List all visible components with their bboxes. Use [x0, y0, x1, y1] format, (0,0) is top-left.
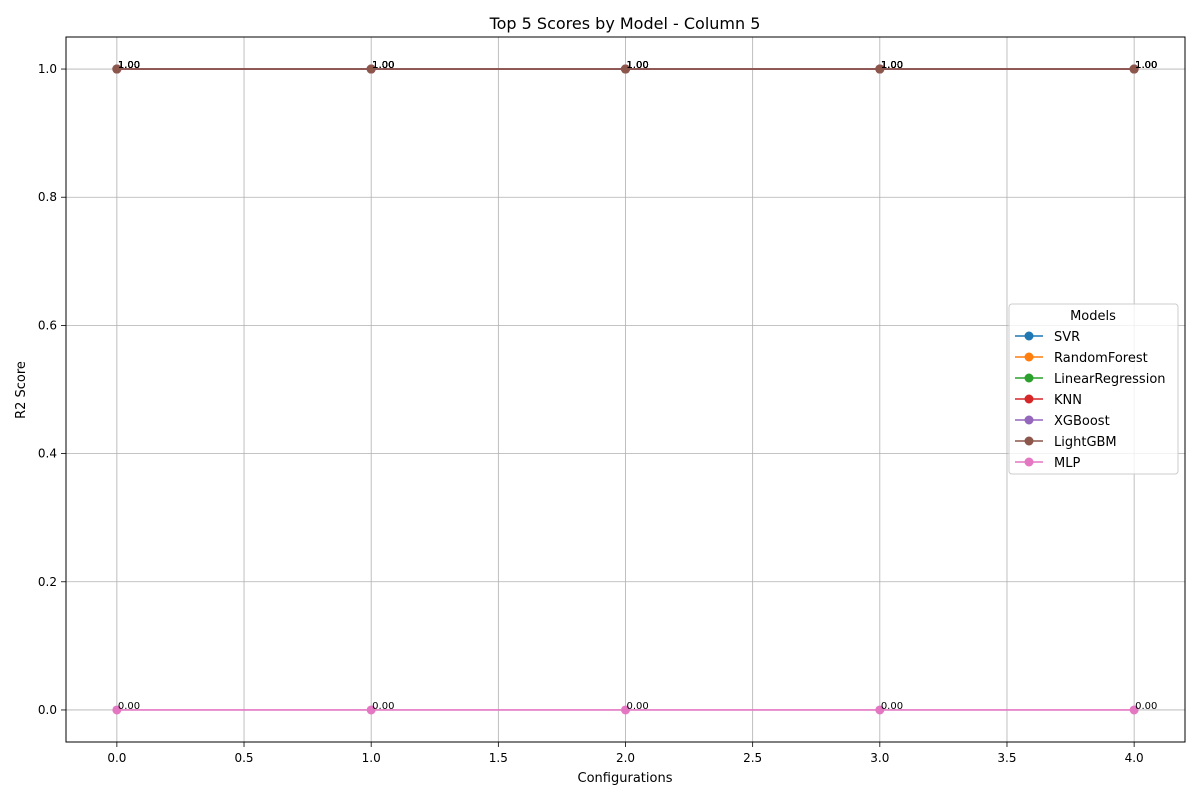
legend-item-mlp: MLP [1015, 456, 1080, 471]
y-tick-label: 0.2 [38, 575, 57, 589]
x-tick-label: 2.0 [616, 751, 635, 765]
legend-item-lightgbm: LightGBM [1015, 435, 1117, 450]
series-mlp [112, 705, 1139, 715]
x-tick-label: 4.0 [1125, 751, 1144, 765]
data-label: 1.00 [118, 60, 140, 71]
data-label: 0.00 [881, 701, 903, 712]
legend-label: KNN [1054, 393, 1082, 408]
data-point [112, 705, 122, 715]
legend-marker [1024, 457, 1034, 467]
data-label: 1.00 [1135, 60, 1157, 71]
data-label: 1.00 [881, 60, 903, 71]
data-label: 0.00 [372, 701, 394, 712]
data-label: 1.00 [881, 60, 903, 71]
x-tick-label: 1.5 [489, 751, 508, 765]
data-point [366, 64, 376, 74]
data-labels: 1.00 1.00 1.00 1.00 1.001.00 1.00 1.00 1.00 1.00… [118, 60, 1158, 712]
legend-label: SVR [1054, 330, 1080, 345]
x-tick-label: 3.5 [997, 751, 1016, 765]
data-label: 0.00 [627, 701, 649, 712]
data-label: 1.00 [372, 60, 394, 71]
data-label: 1.00 [372, 60, 394, 71]
data-label: 1.00 [1135, 60, 1157, 71]
y-axis-label: R2 Score [14, 361, 29, 419]
data-label: 1.00 [881, 60, 903, 71]
data-label: 1.00 [627, 60, 649, 71]
data-label: 0.00 [1135, 701, 1157, 712]
data-label: 1.00 [118, 60, 140, 71]
data-label: 1.00 [372, 60, 394, 71]
legend-item-randomforest: RandomForest [1015, 351, 1148, 366]
legend-marker [1024, 394, 1034, 404]
y-tick-label: 0.4 [38, 447, 57, 461]
x-axis-label: Configurations [578, 771, 673, 786]
data-point [1129, 705, 1139, 715]
y-tick-label: 0.8 [38, 190, 57, 204]
data-label: 1.00 [627, 60, 649, 71]
legend-marker [1024, 415, 1034, 425]
x-tick-label: 2.5 [743, 751, 762, 765]
legend-label: RandomForest [1054, 351, 1148, 366]
data-label: 1.00 [118, 60, 140, 71]
legend-item-knn: KNN [1015, 393, 1082, 408]
data-label: 1.00 [118, 60, 140, 71]
data-point [1129, 64, 1139, 74]
axis-ticks: 0.0 0.5 1.0 1.5 2.0 2.5 3.0 3.5 4.0 0.0 0.2 0.4 0.6 0… [38, 62, 1144, 765]
data-label: 1.00 [1135, 60, 1157, 71]
data-label: 0.00 [118, 701, 140, 712]
data-label: 1.00 [627, 60, 649, 71]
y-tick-label: 0.0 [38, 703, 57, 717]
legend-item-linearregression: LinearRegression [1015, 372, 1166, 387]
series-lightgbm [112, 64, 1139, 74]
legend-marker [1024, 436, 1034, 446]
legend-item-svr: SVR [1015, 330, 1080, 345]
x-tick-label: 1.0 [362, 751, 381, 765]
data-point [621, 64, 630, 74]
chart-title: Top 5 Scores by Model - Column 5 [489, 14, 761, 33]
legend-label: LightGBM [1054, 435, 1117, 450]
legend: Models SVR RandomForest LinearRegression KN… [1008, 303, 1179, 475]
legend-marker [1024, 331, 1034, 341]
legend-marker [1024, 352, 1034, 362]
data-label: 1.00 [118, 60, 140, 71]
data-label: 1.00 [627, 60, 649, 71]
legend-items: SVR RandomForest LinearRegression KNN XGBoos… [1015, 330, 1166, 471]
series-group [112, 64, 1139, 715]
legend-marker [1024, 373, 1034, 383]
data-label: 1.00 [627, 60, 649, 71]
x-tick-label: 0.5 [234, 751, 253, 765]
data-label: 1.00 [1135, 60, 1157, 71]
legend-label: MLP [1054, 456, 1080, 471]
data-label: 1.00 [372, 60, 394, 71]
y-tick-label: 1.0 [38, 62, 57, 76]
data-label: 1.00 [118, 60, 140, 71]
legend-box [1008, 303, 1179, 475]
data-label: 1.00 [1135, 60, 1157, 71]
y-tick-label: 0.6 [38, 318, 57, 332]
data-label: 1.00 [881, 60, 903, 71]
legend-item-xgboost: XGBoost [1015, 414, 1110, 429]
data-point [621, 705, 630, 715]
data-point [112, 64, 122, 74]
legend-label: LinearRegression [1054, 372, 1166, 387]
data-label: 1.00 [881, 60, 903, 71]
data-point [875, 64, 885, 74]
x-tick-label: 3.0 [870, 751, 889, 765]
data-label: 1.00 [627, 60, 649, 71]
data-point [366, 705, 376, 715]
data-point [875, 705, 885, 715]
legend-title: Models [1070, 309, 1116, 324]
legend-label: XGBoost [1054, 414, 1110, 429]
data-label: 1.00 [372, 60, 394, 71]
x-tick-label: 0.0 [107, 751, 126, 765]
data-label: 1.00 [881, 60, 903, 71]
data-label: 1.00 [1135, 60, 1157, 71]
data-label: 1.00 [372, 60, 394, 71]
